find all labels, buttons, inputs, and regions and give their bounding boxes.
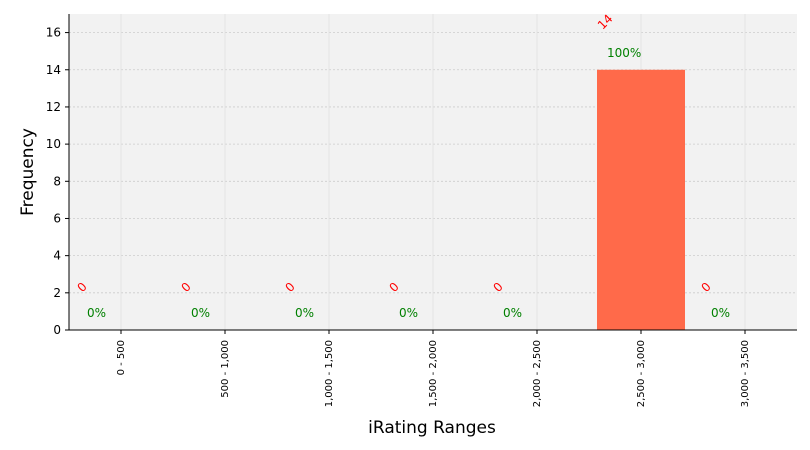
x-tick-label: 500 - 1,000 xyxy=(220,340,231,398)
x-tick-label: 0 - 500 xyxy=(116,340,127,375)
x-tick-label: 2,000 - 2,500 xyxy=(532,340,543,407)
y-tick-label: 16 xyxy=(46,26,61,40)
percent-label-2: 0% xyxy=(295,306,314,320)
percent-label-5: 100% xyxy=(607,46,641,60)
bars xyxy=(597,69,685,330)
y-tick-label: 4 xyxy=(53,249,61,263)
x-tick-label: 1,000 - 1,500 xyxy=(324,340,335,407)
y-tick-label: 6 xyxy=(53,211,61,225)
x-axis-label: iRating Ranges xyxy=(368,418,496,438)
percent-label-6: 0% xyxy=(711,306,730,320)
percent-label-4: 0% xyxy=(503,306,522,320)
x-tick-label: 2,500 - 3,000 xyxy=(636,340,647,407)
y-axis-label: Frequency xyxy=(18,128,38,216)
y-tick-label: 12 xyxy=(46,100,61,114)
percent-label-3: 0% xyxy=(399,306,418,320)
bar-5 xyxy=(597,69,685,330)
y-tick-label: 8 xyxy=(53,174,61,188)
y-ticks: 0 2 4 6 8 10 12 14 16 xyxy=(46,26,69,337)
grid xyxy=(69,14,797,331)
y-tick-label: 14 xyxy=(46,63,61,77)
x-tick-label: 3,000 - 3,500 xyxy=(740,340,751,407)
percent-label-1: 0% xyxy=(191,306,210,320)
x-ticks: 0 - 500 500 - 1,000 1,000 - 1,500 1,500 - 2… xyxy=(116,330,751,407)
percent-label-0: 0% xyxy=(87,306,106,320)
x-tick-label: 1,500 - 2,000 xyxy=(428,340,439,407)
y-tick-label: 10 xyxy=(46,137,61,151)
y-tick-label: 0 xyxy=(53,323,61,337)
y-tick-label: 2 xyxy=(53,286,61,300)
